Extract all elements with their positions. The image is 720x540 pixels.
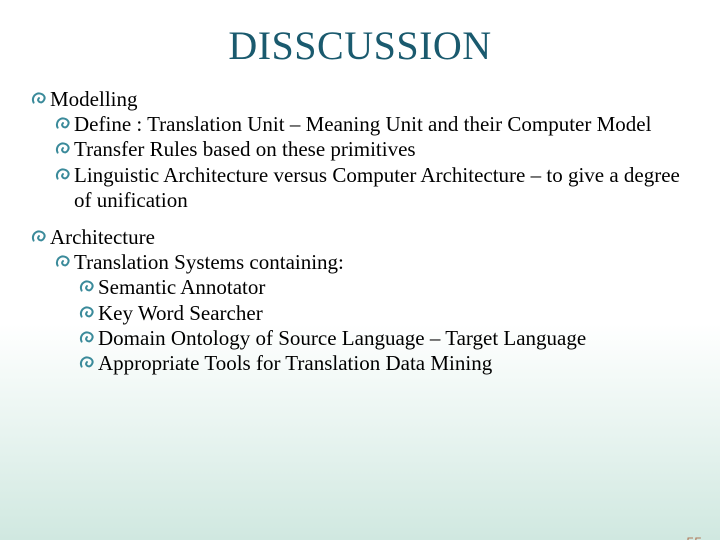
- bullet-group: ModellingDefine : Translation Unit – Mea…: [30, 87, 690, 213]
- bullet-text: Translation Systems containing:: [74, 250, 690, 275]
- bullet-level1: Transfer Rules based on these primitives: [54, 137, 690, 162]
- bullet-text: Key Word Searcher: [98, 301, 690, 326]
- swirl-bullet-icon: [54, 140, 72, 158]
- swirl-bullet-icon: [54, 166, 72, 184]
- bullet-level0: Architecture: [30, 225, 690, 250]
- bullet-level0: Modelling: [30, 87, 690, 112]
- slide-number: 55: [686, 534, 702, 540]
- swirl-bullet-icon: [78, 278, 96, 296]
- bullet-level1: Linguistic Architecture versus Computer …: [54, 163, 690, 213]
- bullet-level2: Semantic Annotator: [78, 275, 690, 300]
- bullet-text: Transfer Rules based on these primitives: [74, 137, 690, 162]
- slide-content: ModellingDefine : Translation Unit – Mea…: [0, 87, 720, 376]
- bullet-level1: Define : Translation Unit – Meaning Unit…: [54, 112, 690, 137]
- swirl-bullet-icon: [54, 115, 72, 133]
- bullet-group: ArchitectureTranslation Systems containi…: [30, 225, 690, 376]
- swirl-bullet-icon: [30, 228, 48, 246]
- bullet-text: Modelling: [50, 87, 690, 112]
- bullet-level2: Appropriate Tools for Translation Data M…: [78, 351, 690, 376]
- bullet-text: Define : Translation Unit – Meaning Unit…: [74, 112, 690, 137]
- swirl-bullet-icon: [54, 253, 72, 271]
- bullet-text: Linguistic Architecture versus Computer …: [74, 163, 690, 213]
- bullet-text: Appropriate Tools for Translation Data M…: [98, 351, 690, 376]
- bullet-text: Domain Ontology of Source Language – Tar…: [98, 326, 690, 351]
- bullet-level2: Key Word Searcher: [78, 301, 690, 326]
- swirl-bullet-icon: [30, 90, 48, 108]
- swirl-bullet-icon: [78, 304, 96, 322]
- swirl-bullet-icon: [78, 329, 96, 347]
- swirl-bullet-icon: [78, 354, 96, 372]
- slide-title: DISSCUSSION: [0, 22, 720, 69]
- bullet-level1: Translation Systems containing:: [54, 250, 690, 275]
- bullet-text: Semantic Annotator: [98, 275, 690, 300]
- bullet-text: Architecture: [50, 225, 690, 250]
- bullet-level2: Domain Ontology of Source Language – Tar…: [78, 326, 690, 351]
